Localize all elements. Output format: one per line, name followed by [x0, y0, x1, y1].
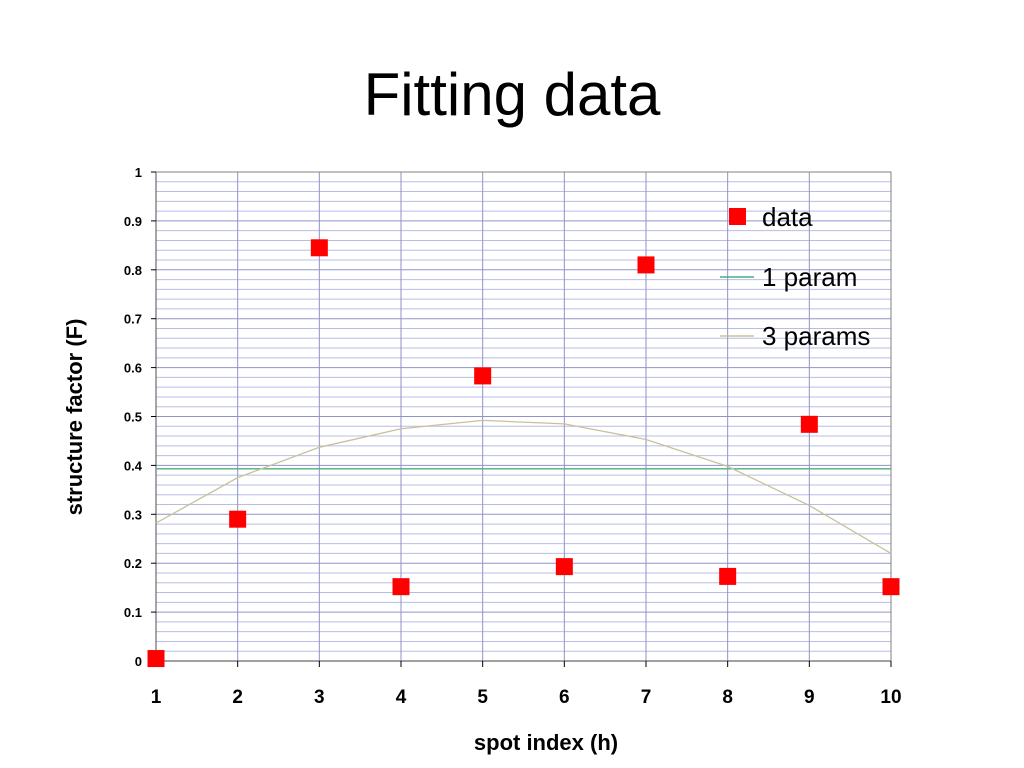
- y-tick-label: 0.7: [124, 312, 142, 327]
- legend-marker: [729, 208, 746, 225]
- x-tick-label: 10: [880, 687, 901, 708]
- x-tick-label: 1: [151, 687, 162, 708]
- x-tick-label: 8: [722, 687, 733, 708]
- data-point: [392, 578, 410, 596]
- y-axis-ticks: 0 0.1 0.2 0.3 0.4 0.5 0.6 0.7 0.8 0.9 1: [124, 165, 156, 669]
- data-point: [474, 367, 492, 385]
- x-tick-label: 5: [477, 687, 488, 708]
- series-line-3-params: [155, 419, 892, 554]
- series-layer: [147, 239, 900, 668]
- x-tick-label: 4: [396, 687, 407, 708]
- data-point: [800, 415, 818, 433]
- y-tick-label: 1: [135, 165, 142, 180]
- x-axis-label: spot index (h): [474, 730, 618, 755]
- data-point: [719, 567, 737, 585]
- grid-minor-lines: [156, 181, 891, 652]
- data-point: [637, 256, 655, 274]
- x-tick-label: 9: [804, 687, 815, 708]
- legend-label: 3 params: [762, 321, 870, 351]
- x-tick-label: 6: [559, 687, 570, 708]
- data-point: [555, 558, 573, 576]
- legend-label: 1 param: [762, 262, 857, 292]
- y-tick-label: 0: [135, 654, 142, 669]
- y-tick-label: 0.1: [124, 605, 142, 620]
- y-tick-label: 0.6: [124, 361, 142, 376]
- x-tick-label: 3: [314, 687, 325, 708]
- data-point: [147, 650, 165, 668]
- y-tick-label: 0.9: [124, 214, 142, 229]
- y-axis-label: structure factor (F): [62, 319, 87, 516]
- legend-label: data: [762, 202, 813, 232]
- legend: data 1 param 3 params: [720, 202, 870, 351]
- data-point: [882, 578, 900, 596]
- grid-major-lines: [155, 171, 892, 662]
- y-tick-label: 0.4: [124, 458, 143, 473]
- y-tick-label: 0.2: [124, 556, 142, 571]
- y-tick-label: 0.8: [124, 263, 142, 278]
- slide-title: Fitting data: [363, 61, 661, 128]
- x-tick-label: 7: [641, 687, 652, 708]
- y-tick-label: 0.3: [124, 507, 142, 522]
- x-tick-label: 2: [232, 687, 243, 708]
- data-point: [310, 239, 328, 257]
- y-tick-label: 0.5: [124, 410, 142, 425]
- data-point: [229, 510, 247, 528]
- x-axis-ticks: 1 2 3 4 5 6 7 8 9 10: [151, 661, 902, 708]
